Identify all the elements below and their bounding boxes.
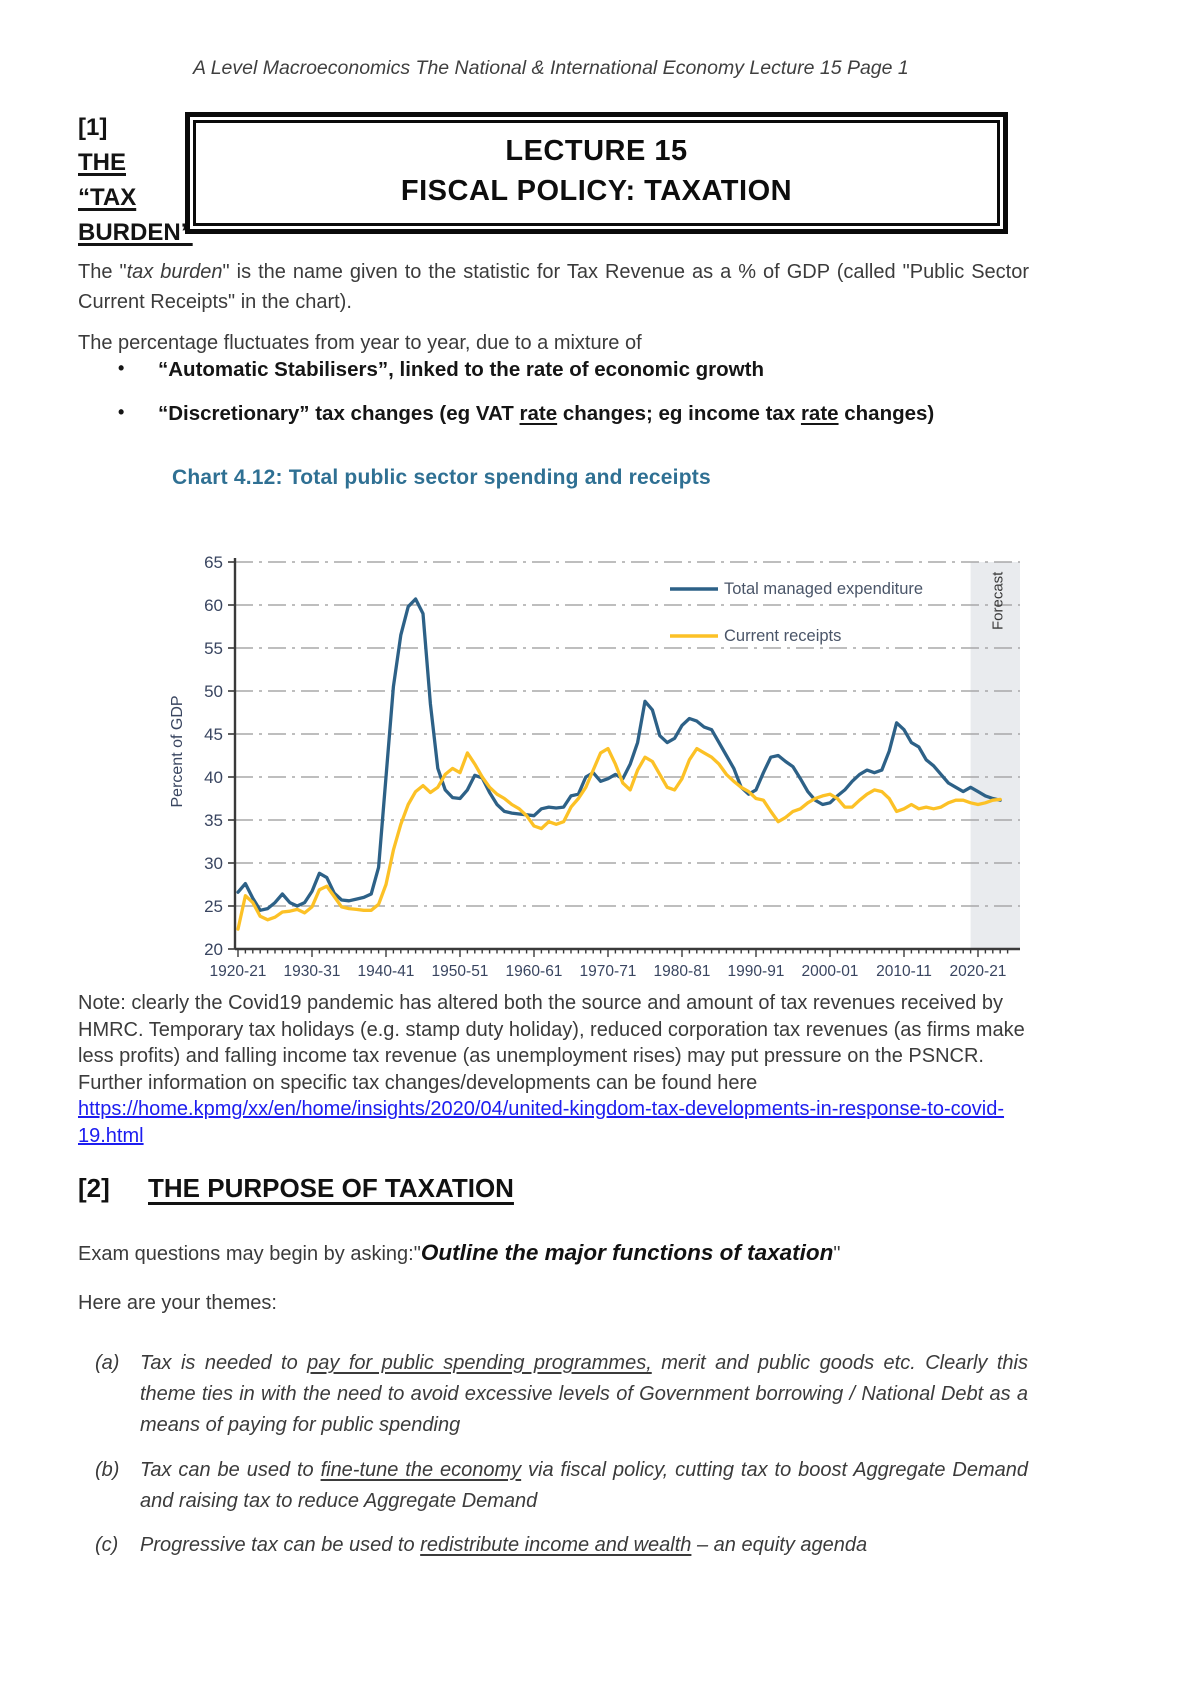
exam-text: Exam questions may begin by asking:" xyxy=(78,1243,421,1265)
y-axis-tick-label: 65 xyxy=(204,553,223,572)
chart: 20 25 30 35 40 45 50 55 60 65 1920-21 1930-31 1940-4… xyxy=(150,498,1030,980)
theme-item-b: (b) Tax can be used to fine-tune the eco… xyxy=(95,1455,1028,1517)
forecast-band xyxy=(970,562,1020,949)
lecture-title-box: LECTURE 15 FISCAL POLICY: TAXATION xyxy=(185,112,1008,234)
bullet-text: “Automatic Stabilisers”, linked to the r… xyxy=(158,358,764,381)
tax-burden-italic: tax burden xyxy=(126,261,223,283)
series-line-0 xyxy=(236,597,1002,912)
y-axis-title: Percent of GDP xyxy=(169,695,186,807)
y-axis-tick-label: 35 xyxy=(204,811,223,830)
section-2-heading: [2] THE PURPOSE OF TAXATION xyxy=(78,1173,514,1204)
section-1-word-3: BURDEN” xyxy=(78,219,193,246)
section-1-number: [1] xyxy=(78,114,108,141)
y-axis-tick-label: 25 xyxy=(204,897,223,916)
paragraph-text: " is the name given to the statistic for… xyxy=(78,261,1029,313)
paragraph-tax-burden: The "tax burden" is the name given to th… xyxy=(78,257,1029,317)
y-axis-tick-label: 45 xyxy=(204,725,223,744)
chart-title: Chart 4.12: Total public sector spending… xyxy=(172,466,711,489)
note-text: Note: clearly the Covid19 pandemic has a… xyxy=(78,992,1025,1094)
x-axis-tick-label: 1940-41 xyxy=(358,963,415,980)
legend-label: Current receipts xyxy=(724,627,841,645)
y-axis-tick-label: 50 xyxy=(204,682,223,701)
x-axis-tick-label: 1950-51 xyxy=(432,963,489,980)
item-label: (a) xyxy=(95,1352,120,1374)
y-axis-tick-label: 40 xyxy=(204,768,223,787)
bullet-item-discretionary: • “Discretionary” tax changes (eg VAT ra… xyxy=(118,402,1029,426)
section-2-number: [2] xyxy=(78,1173,110,1203)
x-axis-tick-label: 1970-71 xyxy=(580,963,637,980)
x-axis-tick-label: 1960-61 xyxy=(506,963,563,980)
x-axis-tick-label: 1930-31 xyxy=(284,963,341,980)
bullet-text: “Discretionary” tax changes (eg VAT rate… xyxy=(158,402,935,425)
item-text: Tax can be used to fine-tune the economy… xyxy=(140,1459,1028,1512)
bullet-item-automatic-stabilisers: • “Automatic Stabilisers”, linked to the… xyxy=(118,358,1029,382)
legend-label: Total managed expenditure xyxy=(724,580,923,598)
page-header: A Level Macroeconomics The National & In… xyxy=(193,57,909,79)
y-axis-tick-label: 30 xyxy=(204,854,223,873)
paragraph-text: The " xyxy=(78,261,127,283)
section-2-title: THE PURPOSE OF TAXATION xyxy=(148,1173,514,1203)
y-axis-tick-label: 60 xyxy=(204,596,223,615)
bullet-icon: • xyxy=(118,358,125,378)
theme-list: (a) Tax is needed to pay for public spen… xyxy=(95,1348,1028,1561)
lecture-title-box-inner: LECTURE 15 FISCAL POLICY: TAXATION xyxy=(193,120,1000,226)
forecast-label: Forecast xyxy=(990,571,1007,630)
exam-question-line: Exam questions may begin by asking:"Outl… xyxy=(78,1240,1029,1266)
paragraph-fluctuates: The percentage fluctuates from year to y… xyxy=(78,332,642,354)
item-label: (c) xyxy=(95,1534,119,1556)
lecture-number: LECTURE 15 xyxy=(505,135,688,167)
section-1-word-2: “TAX xyxy=(78,184,137,211)
bullet-icon: • xyxy=(118,402,125,422)
chart-svg: 20 25 30 35 40 45 50 55 60 65 1920-21 1930-31 1940-4… xyxy=(169,553,1020,980)
lecture-title: FISCAL POLICY: TAXATION xyxy=(400,175,793,207)
y-axis-tick-label: 20 xyxy=(204,940,223,959)
kpmg-link[interactable]: https://home.kpmg/xx/en/home/insights/20… xyxy=(78,1098,1005,1147)
x-axis-tick-label: 2000-01 xyxy=(802,963,859,980)
x-axis-tick-label: 1920-21 xyxy=(210,963,267,980)
exam-text: " xyxy=(833,1243,841,1265)
item-label: (b) xyxy=(95,1459,120,1481)
x-axis-tick-label: 2020-21 xyxy=(950,963,1007,980)
section-1-word-1: THE xyxy=(78,149,126,176)
theme-item-a: (a) Tax is needed to pay for public spen… xyxy=(95,1348,1028,1441)
x-axis-tick-label: 1980-81 xyxy=(654,963,711,980)
covid-note-paragraph: Note: clearly the Covid19 pandemic has a… xyxy=(78,990,1030,1149)
themes-intro: Here are your themes: xyxy=(78,1292,277,1314)
item-text: Tax is needed to pay for public spending… xyxy=(140,1352,1029,1436)
x-axis-tick-label: 2010-11 xyxy=(876,963,932,980)
item-text: Progressive tax can be used to redistrib… xyxy=(140,1534,868,1556)
bullet-list: • “Automatic Stabilisers”, linked to the… xyxy=(118,358,1029,446)
x-axis-tick-label: 1990-91 xyxy=(728,963,785,980)
exam-question-emphasis: Outline the major functions of taxation xyxy=(420,1240,834,1265)
theme-item-c: (c) Progressive tax can be used to redis… xyxy=(95,1530,1028,1561)
series-line-1 xyxy=(236,746,1002,931)
y-axis-tick-label: 55 xyxy=(204,639,223,658)
section-1-heading: [1] THE “TAX BURDEN” xyxy=(78,110,228,250)
